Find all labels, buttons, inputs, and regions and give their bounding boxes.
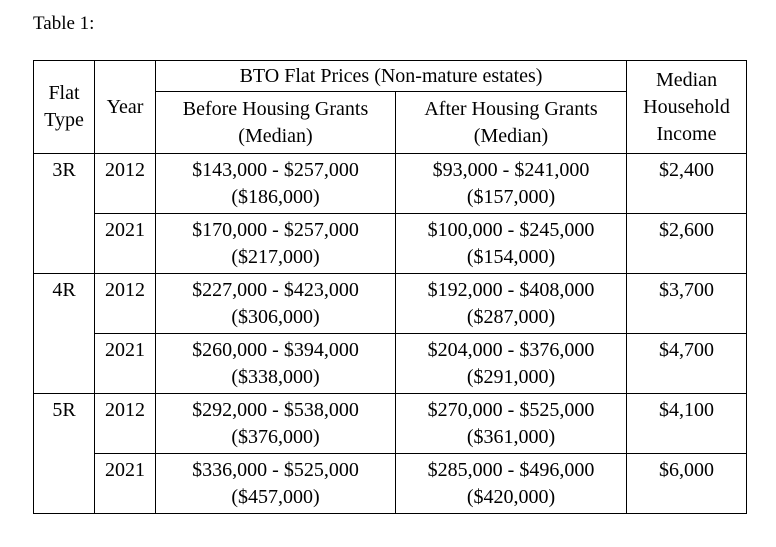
- price-range: $270,000 - $525,000: [427, 399, 595, 421]
- after-grants-cell: $100,000 - $245,000 ($154,000): [394, 213, 628, 274]
- table-row-3r-2021: 2021 $170,000 - $257,000 ($217,000) $100…: [34, 213, 748, 274]
- header-after-grants: After Housing Grants (Median): [394, 91, 628, 154]
- table-row-4r-2012: 4R 2012 $227,000 - $423,000 ($306,000) $…: [33, 273, 748, 394]
- year-cell: 2021: [94, 333, 156, 394]
- income-cell: $4,100: [626, 393, 748, 454]
- year-cell: 2021: [94, 453, 156, 514]
- after-grants-cell: $93,000 - $241,000 ($157,000): [394, 153, 628, 214]
- price-range: $336,000 - $525,000: [192, 459, 359, 481]
- header-bto-group: BTO Flat Prices (Non-mature estates): [154, 60, 628, 92]
- year-cell: 2021: [94, 213, 156, 274]
- price-range: $204,000 - $376,000: [427, 339, 595, 361]
- price-range: $192,000 - $408,000: [427, 279, 595, 301]
- header-median-income: Median Household Income: [626, 60, 748, 154]
- income-cell: $2,400: [626, 153, 748, 214]
- bto-flat-prices-table: Flat Type Year BTO Flat Prices (Non-matu…: [33, 60, 748, 514]
- income-cell: $4,700: [626, 333, 748, 394]
- before-grants-cell: $292,000 - $538,000 ($376,000): [155, 393, 396, 454]
- after-grants-cell: $285,000 - $496,000 ($420,000): [394, 453, 628, 514]
- before-grants-cell: $143,000 - $257,000 ($186,000): [155, 153, 396, 214]
- year-cell: 2012: [94, 273, 156, 334]
- price-median: ($154,000): [466, 246, 556, 268]
- price-median: ($457,000): [231, 486, 320, 508]
- table-row-5r-2021: 2021 $336,000 - $525,000 ($457,000) $285…: [34, 453, 748, 514]
- price-median: ($420,000): [466, 486, 556, 508]
- table-row-5r-2012: 5R 2012 $292,000 - $538,000 ($376,000) $…: [33, 393, 748, 514]
- flat-type-cell: 5R: [33, 393, 95, 514]
- header-row-sub: Before Housing Grants (Median) After Hou…: [34, 91, 747, 154]
- after-grants-cell: $270,000 - $525,000 ($361,000): [394, 393, 628, 454]
- price-median: ($157,000): [466, 186, 556, 208]
- income-cell: $2,600: [626, 213, 748, 274]
- document-page: Table 1: Flat Type Year BTO Flat Prices …: [33, 13, 748, 514]
- before-grants-cell: $336,000 - $525,000 ($457,000): [155, 453, 396, 514]
- price-median: ($306,000): [231, 306, 320, 328]
- price-range: $292,000 - $538,000: [192, 399, 359, 421]
- price-range: $227,000 - $423,000: [192, 279, 359, 301]
- income-cell: $6,000: [626, 453, 748, 514]
- after-grants-cell: $192,000 - $408,000 ($287,000): [394, 273, 628, 334]
- before-grants-cell: $227,000 - $423,000 ($306,000): [155, 273, 396, 334]
- before-grants-cell: $260,000 - $394,000 ($338,000): [155, 333, 396, 394]
- header-year: Year: [94, 60, 156, 154]
- before-grants-cell: $170,000 - $257,000 ($217,000): [155, 213, 396, 274]
- after-grants-cell: $204,000 - $376,000 ($291,000): [394, 333, 628, 394]
- header-flat-type: Flat Type: [33, 60, 95, 154]
- price-range: $93,000 - $241,000: [432, 159, 590, 181]
- price-median: ($376,000): [231, 426, 320, 448]
- price-range: $285,000 - $496,000: [427, 459, 595, 481]
- price-range: $143,000 - $257,000: [192, 159, 359, 181]
- table-row-4r-2021: 2021 $260,000 - $394,000 ($338,000) $204…: [34, 333, 748, 394]
- price-range: $100,000 - $245,000: [427, 219, 595, 241]
- flat-type-cell: 4R: [33, 273, 95, 394]
- year-cell: 2012: [94, 153, 156, 214]
- price-range: $170,000 - $257,000: [192, 219, 359, 241]
- price-median: ($291,000): [466, 366, 556, 388]
- price-median: ($186,000): [231, 186, 320, 208]
- table-row-3r-2012: 3R 2012 $143,000 - $257,000 ($186,000) $…: [33, 153, 748, 274]
- income-cell: $3,700: [626, 273, 748, 334]
- price-median: ($287,000): [466, 306, 556, 328]
- price-median: ($217,000): [231, 246, 320, 268]
- year-cell: 2012: [94, 393, 156, 454]
- price-median: ($338,000): [231, 366, 320, 388]
- price-range: $260,000 - $394,000: [192, 339, 359, 361]
- table-caption: Table 1:: [33, 13, 95, 34]
- header-row-top: Flat Type Year BTO Flat Prices (Non-matu…: [33, 60, 748, 154]
- price-median: ($361,000): [466, 426, 556, 448]
- header-before-grants: Before Housing Grants (Median): [155, 91, 396, 154]
- flat-type-cell: 3R: [33, 153, 95, 274]
